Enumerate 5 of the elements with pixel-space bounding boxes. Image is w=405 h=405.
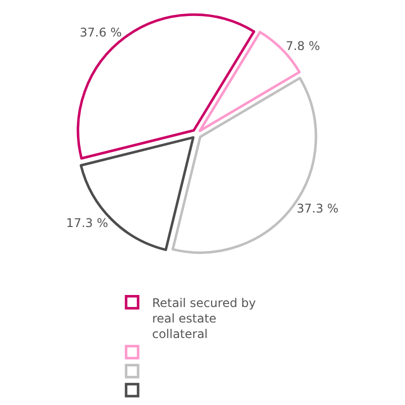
data-label: 37.6 % — [80, 26, 122, 40]
data-label: 7.8 % — [286, 39, 320, 54]
legend-label: Retail secured by real estate collateral — [152, 296, 256, 342]
data-label: 17.3 % — [66, 216, 108, 230]
data-label: 37.3 % — [296, 201, 339, 216]
